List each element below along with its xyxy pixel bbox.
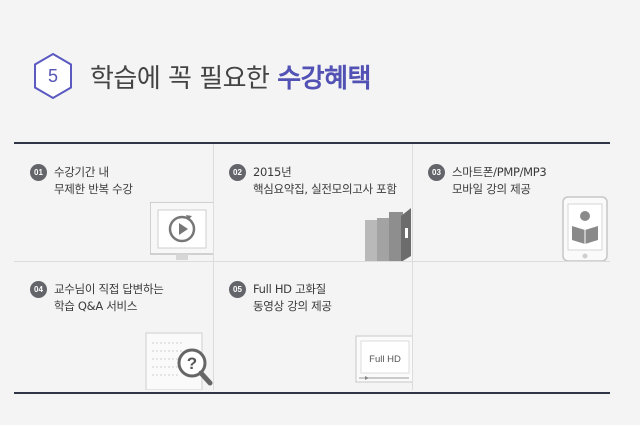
fullhd-label: Full HD (369, 354, 401, 365)
benefit-number-badge: 04 (30, 281, 47, 298)
title-plain: 학습에 꼭 필요한 (90, 63, 278, 94)
benefit-line1: 수강기간 내 (54, 165, 109, 179)
benefit-number-badge: 03 (428, 164, 445, 181)
benefit-number-badge: 02 (229, 164, 246, 181)
benefit-number-badge: 05 (229, 281, 246, 298)
benefit-line2: 동영상 강의 제공 (253, 299, 332, 313)
question-magnifier-icon: ? (144, 331, 213, 390)
benefit-line1: Full HD 고화질 (253, 282, 326, 296)
benefit-line1: 스마트폰/PMP/MP3 (452, 165, 547, 179)
benefit-line1: 교수님이 직접 답변하는 (54, 282, 164, 296)
benefit-card-02: 02 2015년 핵심요약집, 실전모의고사 포함 (213, 144, 413, 262)
step-number: 5 (47, 65, 58, 86)
benefit-line2: 무제한 반복 수강 (54, 182, 133, 196)
benefit-text: 스마트폰/PMP/MP3 모바일 강의 제공 (452, 164, 547, 198)
section-header: 5 학습에 꼭 필요한 수강혜택 (32, 52, 371, 100)
benefit-card-03: 03 스마트폰/PMP/MP3 모바일 강의 제공 (412, 144, 610, 262)
benefit-line1: 2015년 (253, 165, 292, 179)
benefit-number-badge: 01 (30, 164, 47, 181)
benefit-text: 교수님이 직접 답변하는 학습 Q&A 서비스 (54, 281, 164, 315)
benefit-line2: 모바일 강의 제공 (452, 182, 531, 196)
empty-card (412, 261, 610, 390)
benefit-card-01: 01 수강기간 내 무제한 반복 수강 (14, 144, 214, 262)
svg-text:?: ? (187, 354, 197, 373)
benefit-card-04: 04 교수님이 직접 답변하는 학습 Q&A 서비스 ? (14, 261, 214, 390)
step-hexagon-icon: 5 (32, 52, 74, 100)
tablet-reader-icon (562, 196, 608, 261)
benefit-text: 2015년 핵심요약집, 실전모의고사 포함 (253, 164, 397, 198)
benefit-card-05: 05 Full HD 고화질 동영상 강의 제공 Full HD (213, 261, 413, 390)
books-icon (363, 206, 412, 261)
title-accent: 수강혜택 (277, 63, 371, 94)
benefit-line2: 핵심요약집, 실전모의고사 포함 (253, 182, 397, 196)
section-title: 학습에 꼭 필요한 수강혜택 (90, 58, 371, 95)
fullhd-screen-icon: Full HD (355, 335, 412, 387)
benefit-text: Full HD 고화질 동영상 강의 제공 (253, 281, 332, 315)
benefits-grid: 01 수강기간 내 무제한 반복 수강 02 2015년 핵심요약집, 실전모의… (14, 142, 610, 394)
benefit-line2: 학습 Q&A 서비스 (54, 299, 138, 313)
benefit-text: 수강기간 내 무제한 반복 수강 (54, 164, 133, 198)
replay-screen-icon (149, 201, 213, 261)
